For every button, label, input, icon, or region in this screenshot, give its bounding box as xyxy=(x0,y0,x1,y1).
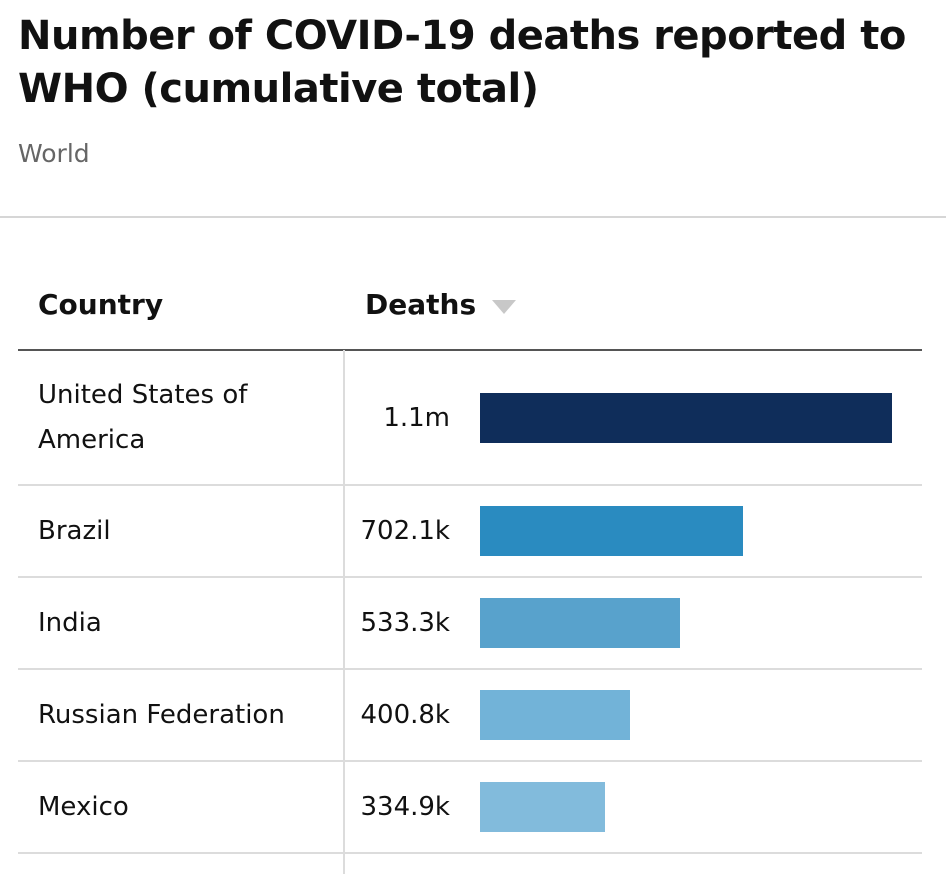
column-header-deaths[interactable]: Deaths xyxy=(365,286,517,324)
row-divider xyxy=(18,484,922,486)
value-label: 334.9k xyxy=(360,792,451,822)
value-label: 1.1m xyxy=(383,402,450,433)
row-divider xyxy=(18,760,922,762)
bar xyxy=(480,392,892,443)
chart-title: Number of COVID-19 deaths reported to WH… xyxy=(18,13,906,112)
table-header-line xyxy=(18,349,922,351)
table-row: India 533.3k xyxy=(18,578,922,670)
table-row: Brazil 702.1k xyxy=(18,486,922,578)
bar xyxy=(480,506,743,556)
row-divider xyxy=(18,576,922,578)
bar xyxy=(480,782,605,832)
value-label: 702.1k xyxy=(360,516,451,546)
bar xyxy=(480,598,680,648)
sort-descending-icon[interactable] xyxy=(492,300,517,314)
value-label: 533.3k xyxy=(360,608,451,638)
row-divider xyxy=(18,668,922,670)
column-divider xyxy=(343,350,345,874)
column-header-country[interactable]: Country xyxy=(38,288,164,321)
country-label: India xyxy=(38,607,102,638)
country-label: Russian Federation xyxy=(38,699,285,730)
table-row: Mexico 334.9k xyxy=(18,762,922,854)
column-header-deaths-label: Deaths xyxy=(365,288,477,321)
chart-subtitle: World xyxy=(18,139,90,168)
bar xyxy=(480,690,630,740)
header-divider xyxy=(0,216,946,218)
country-label: Mexico xyxy=(38,791,129,822)
table-row: United States of America 1.1m xyxy=(18,351,922,486)
value-label: 400.8k xyxy=(360,700,451,730)
table-row: Russian Federation 400.8k xyxy=(18,670,922,762)
country-label: United States of America xyxy=(38,379,248,455)
row-divider xyxy=(18,852,922,854)
country-label: Brazil xyxy=(38,515,111,546)
